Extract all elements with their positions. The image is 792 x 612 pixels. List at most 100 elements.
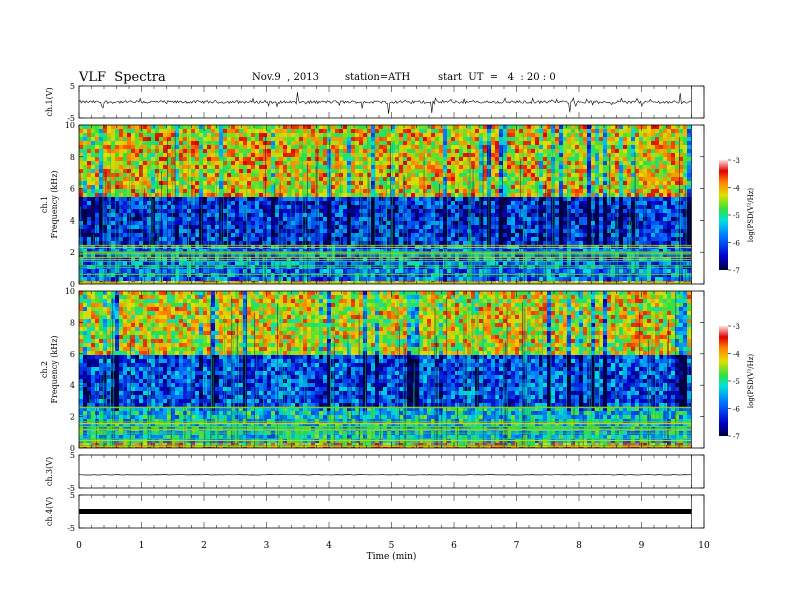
spectrogram-cell [407,161,412,166]
spectrogram-cell [455,189,460,194]
spectrogram-cell [239,189,244,194]
spectrogram-cell [275,221,280,226]
spectrogram-cell [287,269,292,274]
spectrogram-cell [219,173,224,178]
spectrogram-cell [319,181,324,186]
spectrogram-cell [299,141,304,146]
spectrogram-cell [519,141,524,146]
spectrogram-cell [83,185,88,190]
spectrogram-cell [175,189,180,194]
spectrogram-cell [395,205,400,210]
spectrogram-cell [151,193,156,198]
spectrogram-cell [195,221,200,226]
spectrogram-cell [191,217,196,222]
spectrogram-cell [103,129,108,134]
spectrogram-cell [355,269,360,274]
spectrogram-cell [123,157,128,162]
spectrogram-cell [203,185,208,190]
spectrogram-cell [367,249,372,254]
spectrogram-cell [575,217,580,222]
spectrogram-cell [447,145,452,150]
spectrogram-cell [491,161,496,166]
spectrogram-cell [511,181,516,186]
spectrogram-cell [311,165,316,170]
spectrogram-cell [363,233,368,238]
spectrogram-cell [351,157,356,162]
spectrogram-cell [503,157,508,162]
spectrogram-cell [427,137,432,142]
spectrogram-cell [79,229,84,234]
spectrogram-cell [419,161,424,166]
spectrogram-cell [435,161,440,166]
spectrogram-cell [539,141,544,146]
spectrogram-cell [231,269,236,274]
spectrogram-cell [355,205,360,210]
spectrogram-cell [87,249,92,254]
spectrogram-cell [371,133,376,138]
spectrogram-cell [511,213,516,218]
spectrogram-cell [387,169,392,174]
spectrogram-cell [399,241,404,246]
spectrogram-cell [479,213,484,218]
spectrogram-cell [447,173,452,178]
spectrogram-cell [131,189,136,194]
spectrogram-cell [383,225,388,230]
spectrogram-cell [551,229,556,234]
spectrogram-cell [559,225,564,230]
spectrogram-cell [515,273,520,278]
spectrogram-cell [399,249,404,254]
spectrogram-cell [171,197,176,202]
spectrogram-cell [379,217,384,222]
spectrogram-cell [431,161,436,166]
spectrogram-cell [203,129,208,134]
spectrogram-cell [495,153,500,158]
spectrogram-cell [247,221,252,226]
spectrogram-cell [563,137,568,142]
spectrogram-cell [291,173,296,178]
spectrogram-cell [347,177,352,182]
spectrogram-cell [343,209,348,214]
spectrogram-cell [447,249,452,254]
spectrogram-cell [371,153,376,158]
spectrogram-cell [275,145,280,150]
spectrogram-cell [279,185,284,190]
spectrogram-cell [323,237,328,242]
spectrogram-cell [139,201,144,206]
spectrogram-cell [435,249,440,254]
spectrogram-cell [515,229,520,234]
spectrogram-cell [523,173,528,178]
spectrogram-cell [367,189,372,194]
spectrogram-cell [391,221,396,226]
spectrogram-cell [239,241,244,246]
spectrogram-cell [367,173,372,178]
spectrogram-cell [275,205,280,210]
spectrogram-cell [175,193,180,198]
spectrogram-cell [399,197,404,202]
spectrogram-cell [335,133,340,138]
spectrogram-cell [383,157,388,162]
spectrogram-cell [551,253,556,258]
spectrogram-cell [475,269,480,274]
spectrogram-cell [203,249,208,254]
spectrogram-cell [503,197,508,202]
spectrogram-cell [527,169,532,174]
spectrogram-cell [455,161,460,166]
spectrogram-cell [551,225,556,230]
spectrogram-cell [355,137,360,142]
spectrogram-cell [79,129,84,134]
spectrogram-cell [343,177,348,182]
spectrogram-cell [411,149,416,154]
spectrogram-cell [383,189,388,194]
spectrogram-cell [283,253,288,258]
spectrogram-cell [391,213,396,218]
spectrogram-cell [571,165,576,170]
spectrogram-cell [135,273,140,278]
spectrogram-cell [547,221,552,226]
spectrogram-cell [415,241,420,246]
spectrogram-cell [343,185,348,190]
spectrogram-cell [319,173,324,178]
spectrogram-cell [191,197,196,202]
spectrogram-cell [507,237,512,242]
spectrogram-cell [115,193,120,198]
spectrogram-cell [415,277,420,282]
